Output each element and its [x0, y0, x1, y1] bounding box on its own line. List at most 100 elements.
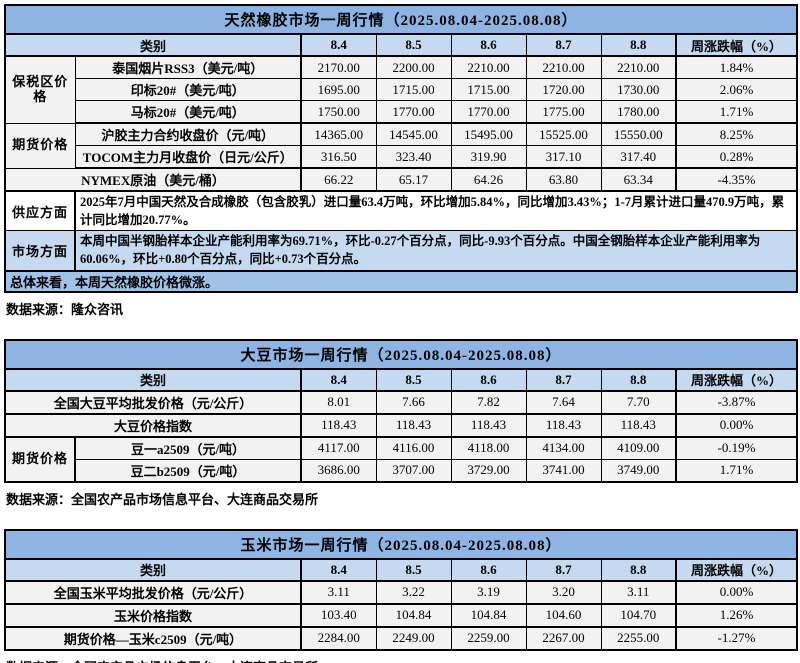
value-cell: 3.11 [600, 580, 677, 605]
row-label-cell: 期货价格—玉米c2509（元/吨） [4, 626, 302, 650]
value-cell: 15525.00 [525, 122, 602, 146]
supply-row: 供应方面 2025年7月中国天然及合成橡胶（包含胶乳）进口量63.4万吨，环比增… [4, 190, 798, 232]
rubber-group-futures: 期货价格 [4, 122, 76, 169]
table-row: TOCOM主力月收盘价（日元/公斤） 316.50 323.40 319.90 … [5, 145, 798, 169]
row-label-cell: 豆一a2509（元/吨） [74, 436, 302, 460]
value-cell: 1715.00 [450, 78, 527, 101]
rubber-header-date-1: 8.4 [300, 33, 377, 57]
change-cell: -1.27% [675, 626, 798, 650]
value-cell: 1750.00 [300, 100, 377, 124]
table-row: 豆二b2509（元/吨） 3686.00 3707.00 3729.00 374… [5, 458, 798, 482]
change-cell: 2.06% [675, 78, 798, 101]
value-cell: 118.43 [300, 413, 377, 438]
change-cell: 0.00% [675, 413, 798, 438]
summary-cell: 总体来看，本周天然橡胶价格微涨。 [4, 270, 798, 292]
change-cell: 1.26% [675, 603, 798, 628]
value-cell: 4117.00 [300, 436, 377, 460]
value-cell: 4118.00 [450, 436, 527, 460]
value-cell: 2267.00 [525, 626, 602, 650]
row-label-cell: 玉米价格指数 [4, 603, 302, 628]
value-cell: 2255.00 [600, 626, 677, 650]
value-cell: 2200.00 [375, 55, 452, 79]
value-cell: 63.34 [600, 167, 677, 192]
change-cell: -0.19% [675, 436, 798, 460]
value-cell: 317.10 [525, 145, 602, 169]
value-cell: 1715.00 [375, 78, 452, 101]
rubber-header-date-5: 8.8 [600, 33, 677, 57]
change-cell: 0.00% [675, 580, 798, 605]
corn-market-table: 玉米市场一周行情（2025.08.04-2025.08.08） 类别 8.4 8… [4, 528, 798, 651]
table-row: 马标20#（美元/吨） 1750.00 1770.00 1770.00 1775… [5, 100, 798, 124]
summary-row: 总体来看，本周天然橡胶价格微涨。 [4, 270, 798, 292]
table-row: 期货价格 豆一a2509（元/吨） 4117.00 4116.00 4118.0… [4, 436, 798, 482]
market-text-cell: 本周中国半钢胎样本企业产能利用率为69.71%，环比-0.27个百分点，同比-9… [74, 230, 798, 272]
value-cell: 1770.00 [375, 100, 452, 124]
table-row: 印标20#（美元/吨） 1695.00 1715.00 1715.00 1720… [5, 78, 798, 101]
market-row: 市场方面 本周中国半钢胎样本企业产能利用率为69.71%，环比-0.27个百分点… [4, 230, 798, 272]
value-cell: 3.22 [375, 580, 452, 605]
value-cell: 1730.00 [600, 78, 677, 101]
row-label-cell: 全国大豆平均批发价格（元/公斤） [4, 390, 302, 415]
value-cell: 316.50 [300, 145, 377, 169]
value-cell: 2170.00 [300, 55, 377, 79]
change-cell: 0.28% [675, 145, 798, 169]
row-label-cell: 沪胶主力合约收盘价（元/吨） [74, 122, 302, 146]
soybean-market-table: 大豆市场一周行情（2025.08.04-2025.08.08） 类别 8.4 8… [4, 338, 798, 483]
soybean-header-date-2: 8.5 [375, 368, 452, 392]
rubber-market-table: 天然橡胶市场一周行情（2025.08.04-2025.08.08） 类别 8.4… [4, 4, 798, 293]
value-cell: 104.84 [375, 603, 452, 628]
corn-header-date-2: 8.5 [375, 558, 452, 582]
corn-table-title: 玉米市场一周行情（2025.08.04-2025.08.08） [4, 529, 798, 560]
value-cell: 2249.00 [375, 626, 452, 650]
soybean-header-date-1: 8.4 [300, 368, 377, 392]
rubber-header-date-4: 8.7 [525, 33, 602, 57]
value-cell: 65.17 [375, 167, 452, 192]
table-row: 期货价格 沪胶主力合约收盘价（元/吨） 14365.00 14545.00 15… [4, 122, 798, 169]
soybean-header-date-5: 8.8 [600, 368, 677, 392]
corn-header-date-1: 8.4 [300, 558, 377, 582]
value-cell: 319.90 [450, 145, 527, 169]
corn-header-date-3: 8.6 [450, 558, 527, 582]
row-label-cell: 印标20#（美元/吨） [74, 78, 302, 101]
value-cell: 4134.00 [525, 436, 602, 460]
value-cell: 323.40 [375, 145, 452, 169]
change-cell: 8.25% [675, 122, 798, 146]
rubber-group-bonded: 保税区价格 [4, 55, 76, 124]
value-cell: 103.40 [300, 603, 377, 628]
row-label-cell: NYMEX原油（美元/桶） [4, 167, 302, 192]
corn-header-category: 类别 [4, 558, 302, 582]
data-source-note: 数据来源：隆众咨讯 [6, 301, 124, 317]
value-cell: 104.84 [450, 603, 527, 628]
value-cell: 15495.00 [450, 122, 527, 146]
change-cell: -3.87% [675, 390, 798, 415]
value-cell: 4116.00 [375, 436, 452, 460]
value-cell: 104.60 [525, 603, 602, 628]
soybean-group-futures: 期货价格 [4, 436, 76, 482]
value-cell: 104.70 [600, 603, 677, 628]
rubber-table-title: 天然橡胶市场一周行情（2025.08.04-2025.08.08） [4, 4, 798, 35]
change-cell: 1.84% [675, 55, 798, 79]
value-cell: 118.43 [375, 413, 452, 438]
value-cell: 7.82 [450, 390, 527, 415]
value-cell: 3707.00 [375, 458, 452, 482]
value-cell: 3749.00 [600, 458, 677, 482]
market-label-cell: 市场方面 [4, 230, 76, 272]
value-cell: 1775.00 [525, 100, 602, 124]
soybean-header-change: 周涨跌幅（%） [675, 368, 798, 392]
value-cell: 3.19 [450, 580, 527, 605]
corn-header-date-5: 8.8 [600, 558, 677, 582]
row-label-cell: TOCOM主力月收盘价（日元/公斤） [74, 145, 302, 169]
rubber-header-category: 类别 [4, 33, 302, 57]
value-cell: 7.66 [375, 390, 452, 415]
soybean-header-category: 类别 [4, 368, 302, 392]
value-cell: 14365.00 [300, 122, 377, 146]
value-cell: 66.22 [300, 167, 377, 192]
value-cell: 3686.00 [300, 458, 377, 482]
value-cell: 7.64 [525, 390, 602, 415]
change-cell: -4.35% [675, 167, 798, 192]
value-cell: 2284.00 [300, 626, 377, 650]
row-label-cell: 全国玉米平均批发价格（元/公斤） [4, 580, 302, 605]
table-row: 大豆价格指数 118.43 118.43 118.43 118.43 118.4… [4, 413, 798, 438]
table-row: 保税区价格 泰国烟片RSS3（美元/吨） 2170.00 2200.00 221… [4, 55, 798, 124]
